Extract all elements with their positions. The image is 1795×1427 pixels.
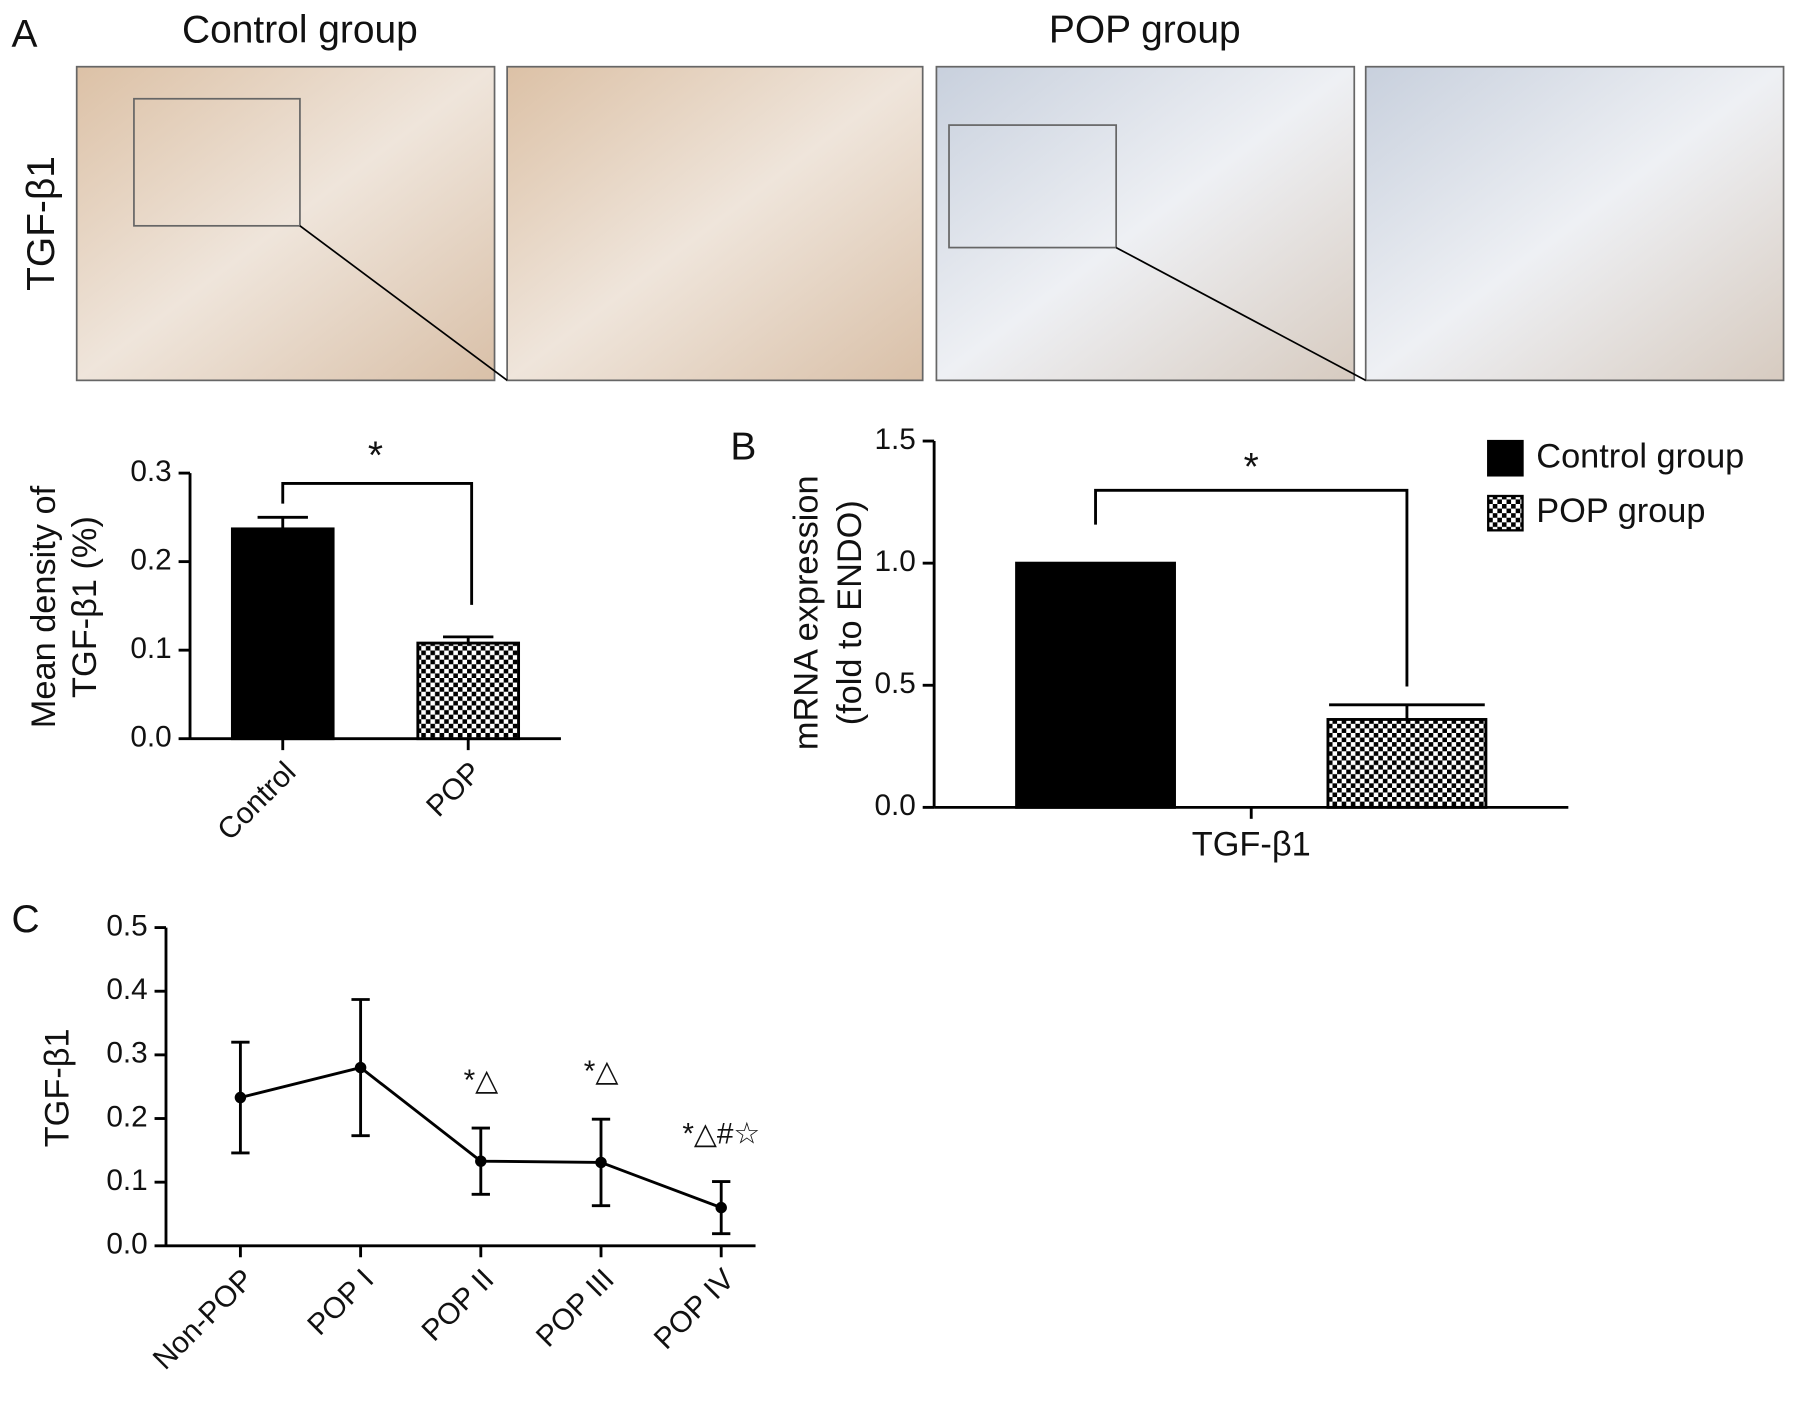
significance-bracket bbox=[1094, 488, 1409, 687]
micrograph bbox=[1364, 65, 1785, 382]
y-tick-label: 0.4 bbox=[106, 973, 147, 1006]
panel-label: A bbox=[11, 13, 37, 56]
legend-label: Control group bbox=[1536, 437, 1744, 475]
micrographs bbox=[75, 65, 1785, 382]
y-tick-label: 0.0 bbox=[874, 789, 915, 822]
x-tick-label: POP I bbox=[301, 1263, 380, 1342]
y-tick-label: 0.1 bbox=[130, 632, 171, 665]
y-tick-label: 0.0 bbox=[106, 1228, 147, 1261]
y-tick-label: 0.3 bbox=[106, 1037, 147, 1070]
y-axis-label: TGF-β1 bbox=[39, 1028, 77, 1147]
panel-label: C bbox=[11, 898, 39, 941]
y-tick-label: 0.1 bbox=[106, 1164, 147, 1197]
y-tick-label: 0.5 bbox=[874, 667, 915, 700]
y-axis-label: (fold to ENDO) bbox=[831, 500, 869, 725]
y-tick-label: 1.5 bbox=[874, 423, 915, 456]
row-label: TGF-β1 bbox=[20, 156, 63, 291]
bar bbox=[416, 641, 521, 741]
group-title: Control group bbox=[182, 9, 418, 52]
x-tick-label: POP II bbox=[416, 1263, 501, 1348]
point bbox=[354, 1061, 367, 1074]
x-tick-label: POP III bbox=[530, 1263, 621, 1354]
y-tick-label: 0.3 bbox=[130, 455, 171, 488]
group-title: POP group bbox=[1049, 9, 1241, 52]
legend-swatch bbox=[1487, 439, 1524, 477]
significance-label: * bbox=[368, 434, 383, 477]
x-tick-label: Control bbox=[211, 756, 302, 847]
legend-swatch bbox=[1487, 494, 1524, 532]
y-axis-label: TGF-β1 (%) bbox=[66, 516, 104, 698]
micrograph bbox=[75, 65, 496, 382]
inset-connector bbox=[1115, 246, 1367, 382]
x-tick-label: Non-POP bbox=[147, 1263, 260, 1376]
significance-bracket bbox=[281, 481, 474, 605]
y-axis-label: Mean density of bbox=[25, 485, 63, 728]
x-tick-label: POP bbox=[420, 756, 488, 824]
inset-box bbox=[133, 97, 301, 227]
y-tick-label: 1.0 bbox=[874, 545, 915, 578]
inset-box bbox=[948, 124, 1118, 249]
bar bbox=[230, 527, 335, 741]
point bbox=[595, 1156, 607, 1169]
point bbox=[475, 1155, 487, 1167]
annotation: *△#☆ bbox=[682, 1118, 760, 1151]
annotation: *△ bbox=[584, 1055, 619, 1088]
y-axis-label: mRNA expression bbox=[787, 475, 825, 750]
inset-connector bbox=[299, 225, 508, 382]
micrograph bbox=[935, 65, 1356, 382]
x-tick-label: POP IV bbox=[648, 1263, 741, 1356]
bar bbox=[1015, 561, 1176, 809]
y-tick-label: 0.2 bbox=[130, 543, 171, 576]
annotation: *△ bbox=[464, 1064, 499, 1097]
x-tick-label: TGF-β1 bbox=[1192, 825, 1311, 863]
y-tick-label: 0.5 bbox=[106, 909, 147, 942]
point bbox=[715, 1201, 727, 1214]
bar bbox=[1326, 718, 1488, 809]
legend-label: POP group bbox=[1536, 492, 1705, 530]
point bbox=[234, 1091, 247, 1104]
panel-label: B bbox=[730, 425, 756, 468]
y-tick-label: 0.0 bbox=[130, 721, 171, 754]
micrograph bbox=[506, 65, 924, 382]
y-tick-label: 0.2 bbox=[106, 1100, 147, 1133]
significance-label: * bbox=[1244, 446, 1259, 489]
